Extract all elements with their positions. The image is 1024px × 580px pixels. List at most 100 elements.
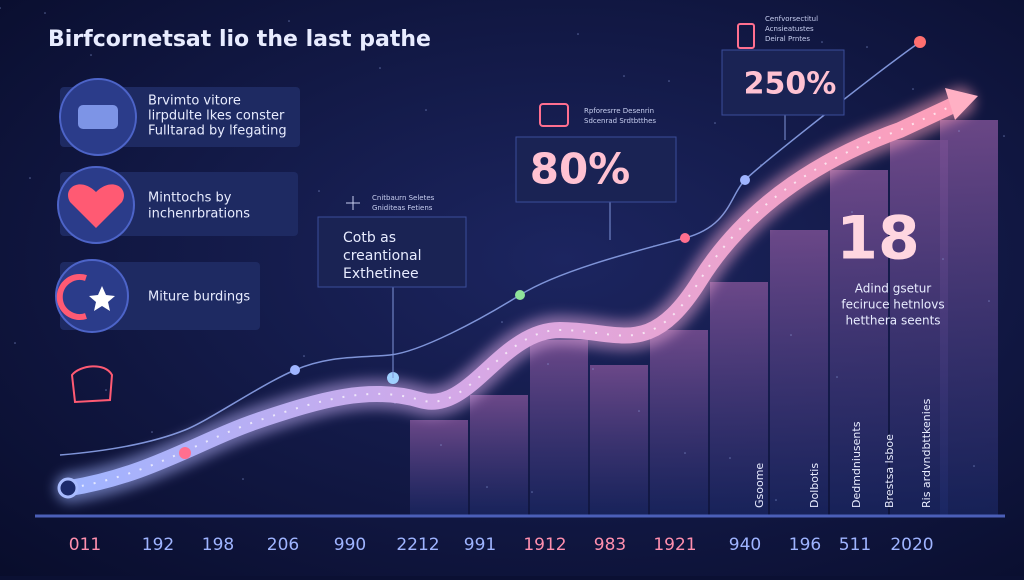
bar bbox=[770, 230, 828, 516]
callout-box bbox=[317, 216, 467, 288]
star bbox=[318, 190, 320, 192]
axis-labels: 011 192 198 206 990 2212 991 1912 983 1921 940 196 5… bbox=[69, 535, 934, 555]
bar-labels: Gsoome Dolbotis Dedmdniusents Brestsa lsboe… bbox=[753, 398, 933, 508]
card: Miture burdings bbox=[55, 259, 260, 333]
star bbox=[912, 88, 914, 90]
axis-label: 991 bbox=[464, 535, 496, 555]
bar-label: Dedmdniusents bbox=[850, 421, 863, 508]
star bbox=[897, 253, 899, 255]
card: Brvimto vitore lirpdulte lkes conster Fu… bbox=[59, 78, 300, 156]
bar-label: Dolbotis bbox=[808, 463, 821, 508]
axis-label: 198 bbox=[202, 535, 234, 555]
curve-core bbox=[69, 101, 961, 489]
callout: Cenfvorsectitul Acnsieatustes Deiral Prn… bbox=[721, 15, 845, 140]
callout-caption: Acnsieatustes bbox=[765, 25, 814, 33]
callout: Rpforesrre Desenrin Sdcenrad Srdtbtthes … bbox=[515, 103, 677, 240]
card-icon-arc bbox=[56, 274, 87, 320]
star bbox=[988, 300, 990, 302]
stat: 18 Adind gsetur feciruce hetnlovs hetthe… bbox=[836, 204, 944, 328]
callout-text: Cotb as bbox=[343, 230, 396, 246]
bars bbox=[0, 7, 1005, 516]
bar bbox=[650, 330, 708, 516]
dots bbox=[179, 36, 926, 459]
curve bbox=[55, 87, 978, 503]
star bbox=[288, 20, 290, 22]
heart-icon bbox=[68, 184, 124, 228]
callout-caption: Cnitbaurn Seletes bbox=[372, 194, 435, 202]
bar bbox=[470, 395, 528, 516]
star bbox=[623, 75, 625, 77]
axis-label: 1921 bbox=[653, 535, 696, 555]
stat-text: feciruce hetnlovs bbox=[841, 298, 944, 312]
stat-text: hetthera seents bbox=[845, 314, 940, 328]
star bbox=[729, 457, 731, 459]
axis-label: 2020 bbox=[890, 535, 933, 555]
callout-big: 250% bbox=[744, 67, 837, 102]
star-icon bbox=[89, 286, 115, 311]
axis-label: 940 bbox=[729, 535, 761, 555]
star bbox=[851, 211, 853, 213]
star bbox=[379, 67, 381, 69]
star bbox=[90, 54, 92, 56]
axis-label: 983 bbox=[594, 535, 626, 555]
bar bbox=[710, 282, 768, 516]
bar bbox=[890, 140, 948, 516]
bar bbox=[940, 120, 998, 516]
bar bbox=[590, 365, 648, 516]
star bbox=[866, 46, 868, 48]
callout: Cnitbaurn Seletes Gniditeas Fetiens Cotb… bbox=[317, 194, 467, 378]
star bbox=[303, 355, 305, 357]
axis-label: 196 bbox=[789, 535, 821, 555]
title: Birfcornetsat lio the last pathe bbox=[48, 27, 431, 52]
dot bbox=[914, 36, 926, 48]
callout-caption: Rpforesrre Desenrin bbox=[584, 107, 654, 115]
star bbox=[105, 389, 107, 391]
star bbox=[942, 258, 944, 260]
card-text: Miture burdings bbox=[148, 290, 250, 305]
small-icon bbox=[70, 365, 114, 404]
card-text: Fulltarad by lfegating bbox=[148, 124, 287, 139]
star bbox=[684, 452, 686, 454]
star bbox=[592, 368, 594, 370]
axis-label: 1912 bbox=[523, 535, 566, 555]
star bbox=[242, 478, 244, 480]
callout-caption: Sdcenrad Srdtbtthes bbox=[584, 117, 656, 125]
bar bbox=[410, 420, 468, 516]
bar-label: Gsoome bbox=[753, 463, 766, 508]
card-text: inchenrbrations bbox=[148, 207, 250, 222]
callout-caption: Gniditeas Fetiens bbox=[372, 204, 433, 212]
star bbox=[0, 7, 1, 9]
star bbox=[973, 465, 975, 467]
star bbox=[501, 321, 503, 323]
star bbox=[836, 376, 838, 378]
star bbox=[577, 33, 579, 35]
axis-label: 206 bbox=[267, 535, 299, 555]
axis-label: 990 bbox=[334, 535, 366, 555]
bar-label: Brestsa lsboe bbox=[883, 434, 896, 508]
callout-text: creantional bbox=[343, 248, 422, 264]
callout-caption: Deiral Prntes bbox=[765, 35, 810, 43]
card-icon-shape bbox=[78, 105, 118, 129]
bar-label: Ris ardvndbttkenies bbox=[920, 398, 933, 508]
star bbox=[775, 499, 777, 501]
star bbox=[425, 109, 427, 111]
callout-icon bbox=[539, 103, 569, 127]
axis-label: 192 bbox=[142, 535, 174, 555]
axis-label: 011 bbox=[69, 535, 101, 555]
callout-caption: Cenfvorsectitul bbox=[765, 15, 818, 23]
callout-big: 80% bbox=[530, 145, 631, 194]
axis-label: 511 bbox=[839, 535, 871, 555]
callout-box bbox=[721, 49, 845, 116]
card-text: Minttochs by bbox=[148, 191, 232, 206]
callout-icon bbox=[346, 196, 360, 210]
star bbox=[440, 444, 442, 446]
stat-big: 18 bbox=[836, 204, 920, 274]
star bbox=[1003, 135, 1005, 137]
axis-label: 2212 bbox=[396, 535, 439, 555]
stat-text: Adind gsetur bbox=[855, 282, 932, 296]
star bbox=[44, 12, 46, 14]
star bbox=[668, 80, 670, 82]
star bbox=[927, 423, 929, 425]
star bbox=[29, 177, 31, 179]
